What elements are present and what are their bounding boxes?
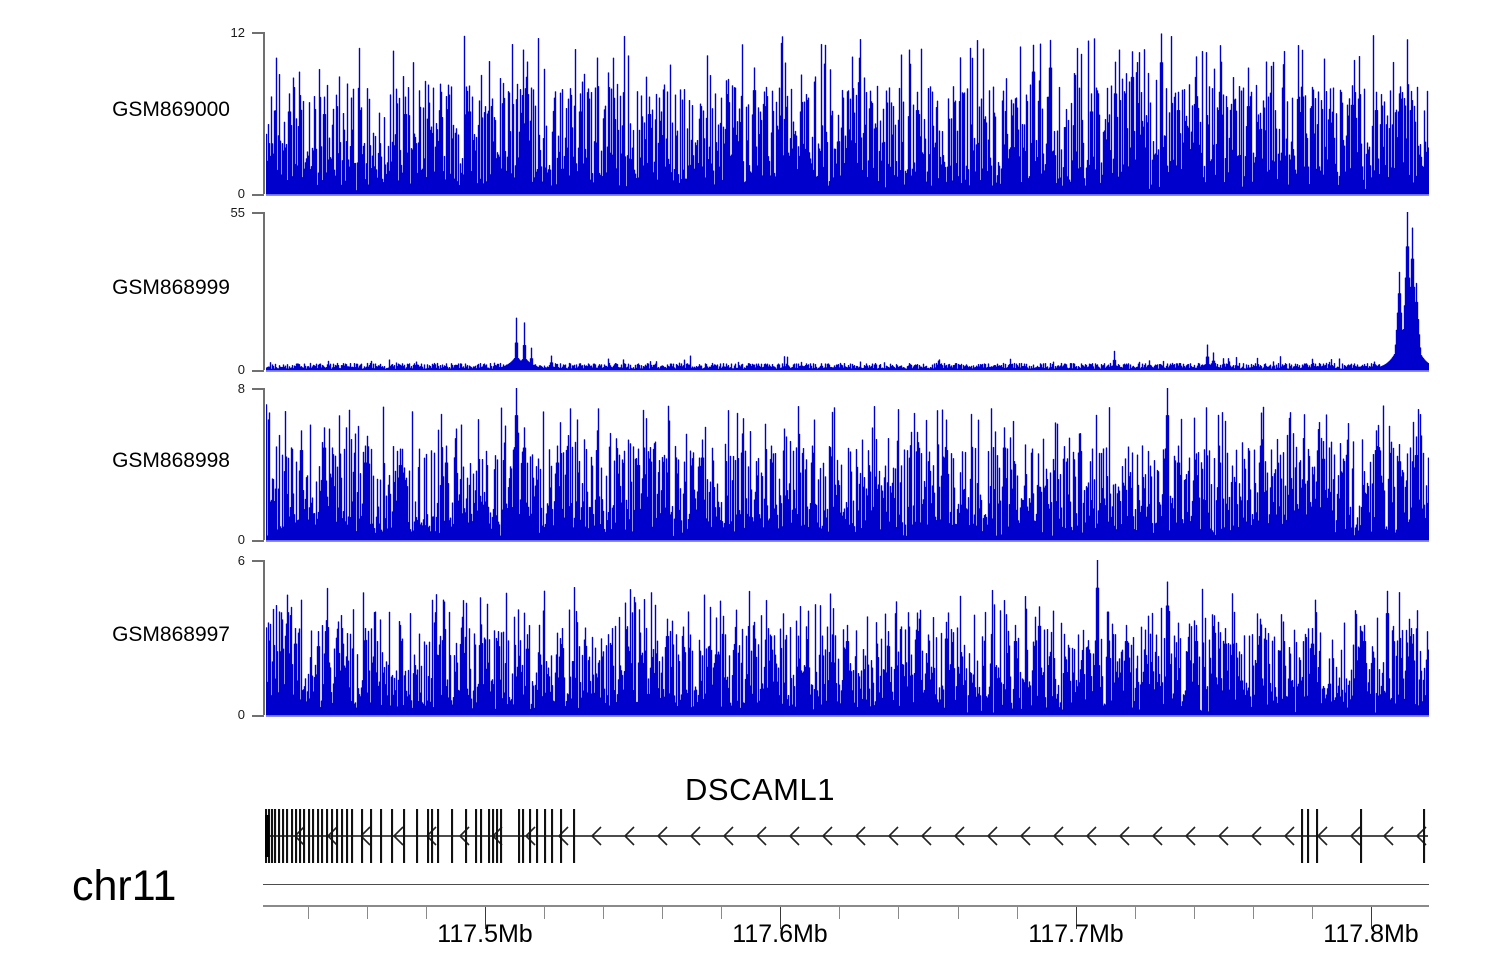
- y-axis-max-label: 8: [237, 381, 245, 396]
- track-label-gsm868998: GSM868998: [112, 449, 230, 472]
- y-axis-min-tick: [252, 540, 264, 542]
- y-axis-line: [263, 212, 265, 370]
- ruler-minor-tick: [662, 907, 663, 919]
- ruler-major-tick: [485, 907, 486, 929]
- y-axis-min-label: 0: [237, 362, 245, 377]
- ruler-minor-tick: [603, 907, 604, 919]
- gene-name-label: DSCAML1: [685, 772, 835, 807]
- ruler-tick-label: 117.5Mb: [437, 920, 533, 948]
- y-axis-min-label: 0: [237, 186, 245, 201]
- track-label-gsm868997: GSM868997: [112, 622, 230, 646]
- y-axis-max-tick: [252, 32, 264, 34]
- ruler-minor-tick: [367, 907, 368, 919]
- ruler-minor-tick: [1017, 907, 1018, 919]
- chromosome-label: chr11: [72, 862, 177, 910]
- ruler-minor-tick: [958, 907, 959, 919]
- y-axis-min-tick: [252, 370, 264, 372]
- ruler-tick-label: 117.6Mb: [732, 920, 828, 948]
- ruler-minor-tick: [1253, 907, 1254, 919]
- coverage-plot-gsm868998[interactable]: [266, 388, 1429, 542]
- y-axis-line: [263, 32, 265, 194]
- y-axis-min-label: 0: [237, 532, 245, 547]
- track-label-gsm868999: GSM868999: [112, 276, 230, 299]
- y-axis-max-label: 55: [230, 205, 245, 220]
- y-axis-max-tick: [252, 560, 264, 562]
- ruler-tick-label: 117.8Mb: [1323, 920, 1419, 948]
- ruler-major-tick: [1371, 907, 1372, 929]
- coverage-plot-gsm868997[interactable]: [266, 560, 1429, 717]
- ruler-major-tick: [780, 907, 781, 929]
- gene-model-track[interactable]: [260, 805, 1435, 867]
- ruler-major-tick: [1076, 907, 1077, 929]
- y-axis-min-label: 0: [237, 707, 245, 722]
- ruler-minor-tick: [1194, 907, 1195, 919]
- y-axis-max-tick: [252, 212, 264, 214]
- y-axis-min-tick: [252, 715, 264, 717]
- y-axis-line: [263, 560, 265, 715]
- y-axis-max-label: 6: [237, 553, 245, 568]
- y-axis-max-tick: [252, 388, 264, 390]
- y-axis-max-label: 12: [230, 25, 245, 40]
- ruler-minor-tick: [721, 907, 722, 919]
- ruler-minor-tick: [839, 907, 840, 919]
- track-label-gsm869000: GSM869000: [112, 98, 230, 121]
- ruler-baseline: [263, 905, 1429, 907]
- ruler-minor-tick: [308, 907, 309, 919]
- ruler-minor-tick: [1135, 907, 1136, 919]
- ruler-tick-label: 117.7Mb: [1028, 920, 1124, 948]
- ruler-minor-tick: [544, 907, 545, 919]
- coverage-plot-gsm869000[interactable]: [266, 32, 1429, 196]
- y-axis-line: [263, 388, 265, 540]
- y-axis-min-tick: [252, 194, 264, 196]
- gene-track-separator: [263, 884, 1429, 885]
- ruler-minor-tick: [898, 907, 899, 919]
- ruler-minor-tick: [1312, 907, 1313, 919]
- coverage-plot-gsm868999[interactable]: [266, 212, 1429, 372]
- ruler-minor-tick: [426, 907, 427, 919]
